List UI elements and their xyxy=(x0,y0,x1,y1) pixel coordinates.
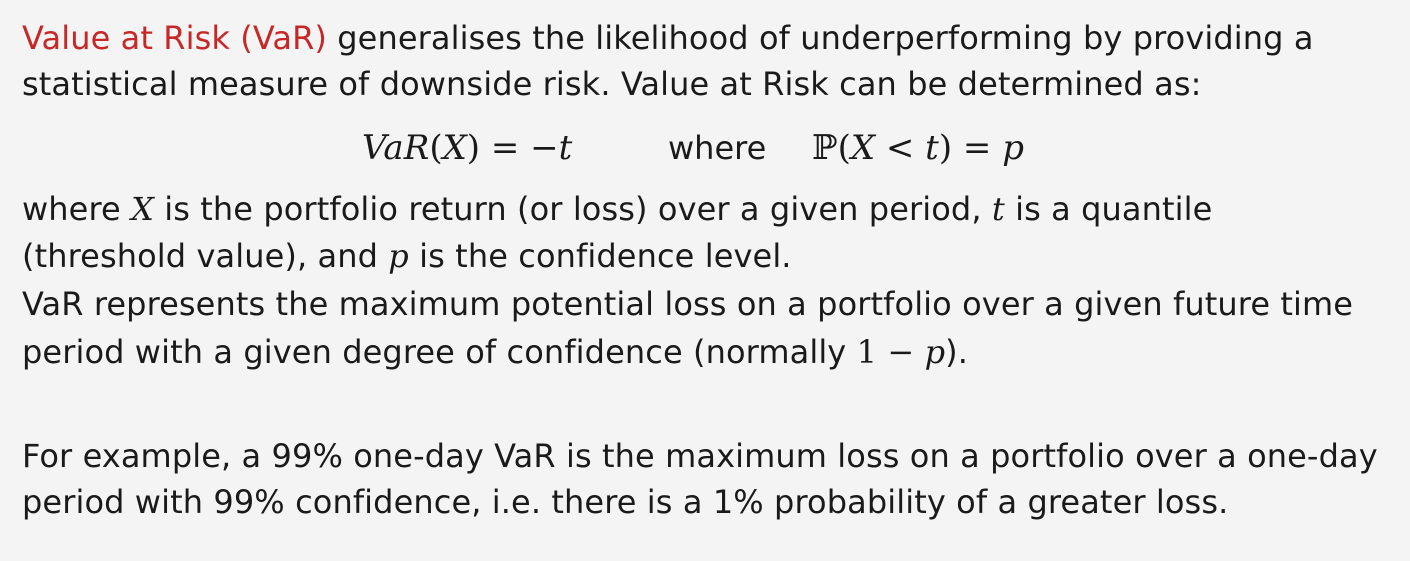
intro-line-1-text: generalises the likelihood of underperfo… xyxy=(327,19,1314,57)
definition-text-b1: (threshold value), and xyxy=(22,237,389,275)
var-x: X xyxy=(131,190,154,228)
probability-equation: ℙ(X < t) = p xyxy=(812,126,1024,170)
equals-sign: = xyxy=(952,128,1003,168)
definition-line-1: where X is the portfolio return (or loss… xyxy=(22,189,1212,229)
threshold-variable: t xyxy=(558,128,573,168)
definition-text-a1: where xyxy=(22,190,132,228)
close-paren-2: ) xyxy=(938,128,953,168)
var-function-name: VaR xyxy=(362,128,430,168)
open-paren-2: ( xyxy=(837,128,851,168)
close-paren: ) xyxy=(466,128,481,168)
example-line-2: period with 99% confidence, i.e. there i… xyxy=(22,483,1229,521)
intro-line-1: Value at Risk (VaR) generalises the like… xyxy=(22,18,1314,58)
definition-text-d1: period with a given degree of confidence… xyxy=(22,333,857,371)
definition-line-4: period with a given degree of confidence… xyxy=(22,332,968,372)
var-p-2: p xyxy=(924,333,946,371)
one-numeral: 1 xyxy=(856,333,878,371)
var-t: t xyxy=(991,190,1005,228)
definition-text-a3: is a quantile xyxy=(1004,190,1213,228)
equals-minus: = − xyxy=(480,128,559,168)
var-p: p xyxy=(388,237,409,275)
definition-line-2: (threshold value), and p is the confiden… xyxy=(22,236,792,276)
var-term-highlight: Value at Risk (VaR) xyxy=(22,19,327,57)
minus-sign: − xyxy=(877,333,925,371)
probability-symbol: ℙ xyxy=(812,128,838,168)
definition-text-b2: is the confidence level. xyxy=(408,237,792,275)
var-equation-lhs: VaR(X) = −t xyxy=(362,126,572,170)
intro-line-2: statistical measure of downside risk. Va… xyxy=(22,65,1202,103)
definition-text-d2: ). xyxy=(945,333,969,371)
where-keyword: where xyxy=(668,129,767,167)
open-paren: ( xyxy=(429,128,443,168)
example-line-1: For example, a 99% one-day VaR is the ma… xyxy=(22,437,1378,475)
probability-threshold: t xyxy=(925,128,939,168)
var-argument: X xyxy=(442,128,467,168)
probability-variable: X xyxy=(850,128,876,168)
definition-text-a2: is the portfolio return (or loss) over a… xyxy=(153,190,992,228)
definition-line-3: VaR represents the maximum potential los… xyxy=(22,285,1354,323)
confidence-p: p xyxy=(1002,128,1024,168)
less-than: < xyxy=(875,128,926,168)
